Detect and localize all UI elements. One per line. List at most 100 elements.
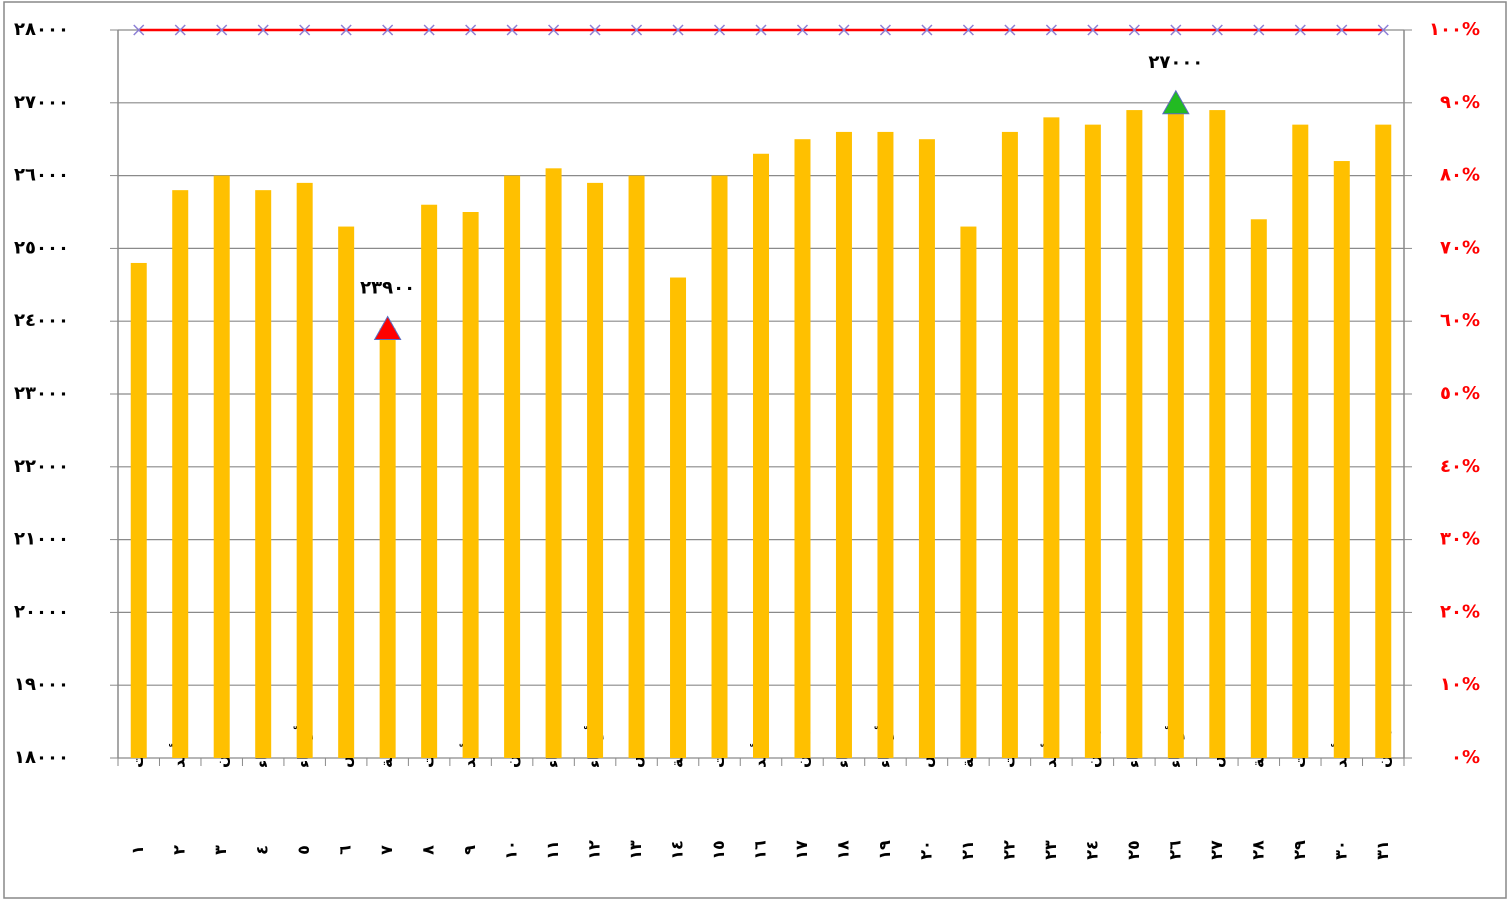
bar: [379, 328, 396, 758]
line-marker: [382, 24, 394, 36]
x-tick-number: ٤: [253, 845, 272, 855]
x-tick-number: ٩: [460, 845, 479, 855]
bar: [213, 175, 230, 759]
bar: [753, 153, 769, 758]
bar: [835, 131, 852, 759]
line-marker: [1170, 24, 1182, 36]
bar: [1167, 102, 1184, 759]
line-marker: [1211, 24, 1223, 36]
bar: [877, 131, 894, 759]
bar: [1084, 124, 1101, 758]
x-tick-number: ٢٢: [999, 840, 1018, 860]
bar: [421, 204, 438, 759]
x-tick-number: ٣٠: [1331, 840, 1350, 860]
x-tick-number: ١٨: [833, 840, 852, 860]
bar: [670, 277, 687, 758]
bar: [918, 139, 935, 758]
bar: [960, 226, 977, 758]
y2-tick-label: ١٠%: [1440, 674, 1480, 695]
line-marker: [299, 24, 311, 36]
y2-tick-label: ١٠٠%: [1429, 19, 1480, 40]
y2-tick-label: ٩٠%: [1440, 92, 1480, 113]
line-marker: [1045, 24, 1057, 36]
line-marker: [838, 24, 850, 36]
line-marker: [1336, 24, 1348, 36]
bar: [545, 168, 562, 758]
bar: [1333, 161, 1350, 759]
x-tick-number: ١٣: [626, 840, 645, 860]
y-tick-label: ٢١٠٠٠: [14, 529, 69, 550]
x-tick-number: ١٠: [502, 840, 521, 860]
line-marker: [755, 24, 767, 36]
line-marker: [713, 24, 726, 36]
x-tick-number: ٢٣: [1041, 840, 1060, 860]
line-marker: [921, 24, 933, 36]
bar: [1292, 124, 1309, 758]
line-marker: [548, 24, 560, 36]
line-marker: [589, 24, 601, 36]
bar: [1375, 124, 1392, 758]
x-tick-number: ١٧: [792, 840, 811, 860]
bar: [711, 175, 728, 759]
y-tick-label: ٢٨٠٠٠: [14, 19, 69, 40]
line-marker: [1128, 24, 1140, 36]
line-marker: [340, 24, 352, 36]
x-tick-number: ١: [128, 845, 147, 855]
bar: [504, 175, 521, 759]
y-tick-label: ٢٣٠٠٠: [14, 383, 69, 404]
bar: [255, 190, 272, 758]
y-tick-label: ١٨٠٠٠: [14, 747, 69, 768]
line-marker: [1004, 24, 1016, 36]
y2-tick-label: ٧٠%: [1440, 237, 1480, 258]
y-tick-label: ٢٢٠٠٠: [14, 456, 69, 477]
bar: [1250, 219, 1267, 758]
line-marker: [1294, 24, 1306, 36]
line-marker: [506, 24, 518, 36]
x-tick-number: ٢٤: [1082, 840, 1101, 860]
data-label: ٢٧٠٠٠: [1148, 52, 1203, 73]
line-marker: [423, 24, 435, 36]
bar: [462, 212, 479, 758]
y2-tick-label: ٣٠%: [1440, 529, 1480, 550]
y2-tick-label: ٥٠%: [1440, 383, 1480, 404]
x-tick-number: ١٩: [875, 840, 894, 860]
line-marker: [796, 24, 809, 36]
marker: [373, 315, 402, 340]
x-tick-number: ٢٩: [1290, 840, 1309, 860]
x-tick-number: ١٥: [709, 840, 728, 860]
bar: [296, 182, 313, 758]
line-marker: [1087, 24, 1099, 36]
x-tick-number: ٣١: [1373, 840, 1392, 860]
y2-tick-label: ٦٠%: [1440, 310, 1480, 331]
y-tick-label: ٢٤٠٠٠: [14, 310, 69, 331]
x-tick-number: ٣: [211, 845, 230, 855]
x-tick-number: ٢٥: [1124, 840, 1143, 860]
x-tick-number: ٢٦: [1165, 840, 1184, 860]
bar: [130, 262, 147, 758]
y-tick-label: ٢٥٠٠٠: [14, 237, 69, 258]
x-tick-number: ٧: [377, 845, 396, 855]
y2-tick-label: ٢٠%: [1440, 601, 1480, 622]
y-tick-label: ٢٦٠٠٠: [14, 165, 69, 186]
x-tick-number: ١٤: [668, 840, 687, 860]
bar: [1043, 117, 1060, 759]
x-tick-number: ٢: [170, 845, 189, 855]
bar: [338, 226, 355, 758]
x-tick-number: ٥: [294, 845, 313, 855]
bar: [1126, 110, 1143, 758]
line-marker: [257, 24, 269, 36]
x-tick-number: ٢٧: [1207, 840, 1226, 860]
line-marker: [133, 24, 145, 36]
line-marker: [216, 24, 228, 36]
line-marker: [672, 24, 684, 36]
line-marker: [631, 24, 643, 36]
x-tick-number: ٨: [419, 845, 438, 855]
y2-tick-label: ٨٠%: [1440, 165, 1480, 186]
x-tick-number: ٦: [336, 845, 355, 855]
x-tick-number: ١١: [543, 840, 562, 860]
x-tick-number: ١٢: [585, 840, 604, 860]
y2-tick-label: ٠%: [1451, 747, 1480, 768]
x-tick-number: ٢٨: [1248, 840, 1267, 860]
bar: [1001, 131, 1018, 759]
